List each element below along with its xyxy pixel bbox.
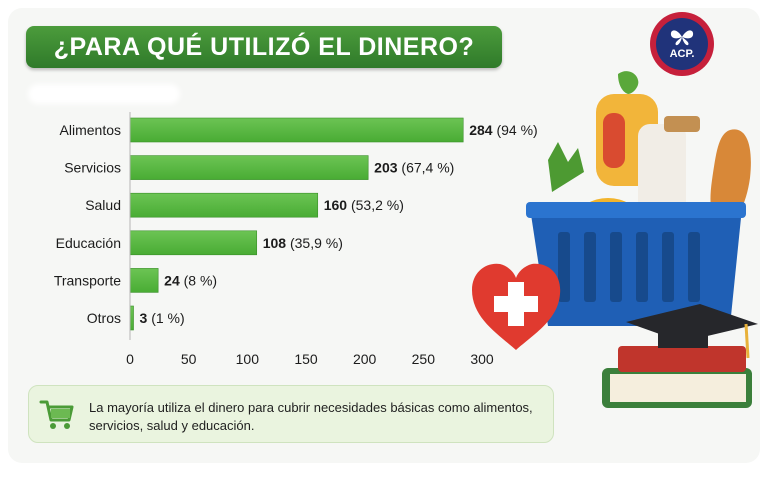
- bar: [129, 117, 464, 143]
- blurred-caption: [28, 84, 180, 104]
- data-label: 3 (1 %): [140, 310, 185, 326]
- heart-health-icon: [472, 263, 561, 350]
- data-label-value: 203: [374, 160, 401, 176]
- summary-text: La mayoría utiliza el dinero para cubrir…: [89, 400, 533, 433]
- data-label-value: 24: [164, 272, 183, 288]
- summary-callout: La mayoría utiliza el dinero para cubrir…: [28, 385, 554, 443]
- data-label-value: 3: [140, 310, 152, 326]
- category-label: Transporte: [54, 272, 121, 288]
- category-label: Salud: [85, 197, 121, 213]
- category-label: Alimentos: [60, 122, 121, 138]
- data-label-value: 160: [324, 197, 351, 213]
- x-tick-label: 0: [126, 351, 134, 367]
- data-label-percent: (1 %): [151, 310, 184, 326]
- category-label: Otros: [87, 310, 121, 326]
- illustration: [472, 71, 758, 408]
- data-label-value: 108: [263, 235, 290, 251]
- data-label: 108 (35,9 %): [263, 235, 343, 251]
- shopping-cart-icon: [39, 400, 74, 429]
- page-title: ¿PARA QUÉ UTILIZÓ EL DINERO?: [53, 32, 475, 61]
- data-label: 160 (53,2 %): [324, 197, 404, 213]
- basket-illustration: [526, 202, 746, 326]
- data-label-percent: (35,9 %): [290, 235, 343, 251]
- x-tick-label: 300: [470, 351, 494, 367]
- data-label-percent: (8 %): [184, 272, 217, 288]
- bar: [129, 192, 319, 218]
- data-label-percent: (67,4 %): [401, 160, 454, 176]
- logo-text: ACP.: [669, 48, 695, 60]
- data-label-percent: (94 %): [496, 122, 537, 138]
- x-tick-label: 200: [353, 351, 377, 367]
- books-graduation-icon: [602, 304, 758, 408]
- data-label: 24 (8 %): [164, 272, 217, 288]
- data-label: 203 (67,4 %): [374, 160, 454, 176]
- acp-logo: ACP.: [650, 12, 714, 76]
- data-label-value: 284: [469, 122, 496, 138]
- data-label: 284 (94 %): [469, 122, 537, 138]
- butterfly-icon: [670, 30, 694, 46]
- bar: [129, 305, 134, 331]
- x-tick-label: 50: [181, 351, 197, 367]
- bar: [129, 268, 159, 293]
- logo-inner: ACP.: [656, 18, 708, 70]
- bar: [129, 155, 369, 180]
- x-tick-label: 100: [236, 351, 260, 367]
- title-banner: ¿PARA QUÉ UTILIZÓ EL DINERO?: [26, 26, 502, 68]
- x-tick-label: 150: [294, 351, 318, 367]
- category-label: Educación: [56, 235, 121, 251]
- data-label-percent: (53,2 %): [351, 197, 404, 213]
- bar: [129, 230, 258, 256]
- category-label: Servicios: [64, 160, 121, 176]
- x-tick-label: 250: [412, 351, 436, 367]
